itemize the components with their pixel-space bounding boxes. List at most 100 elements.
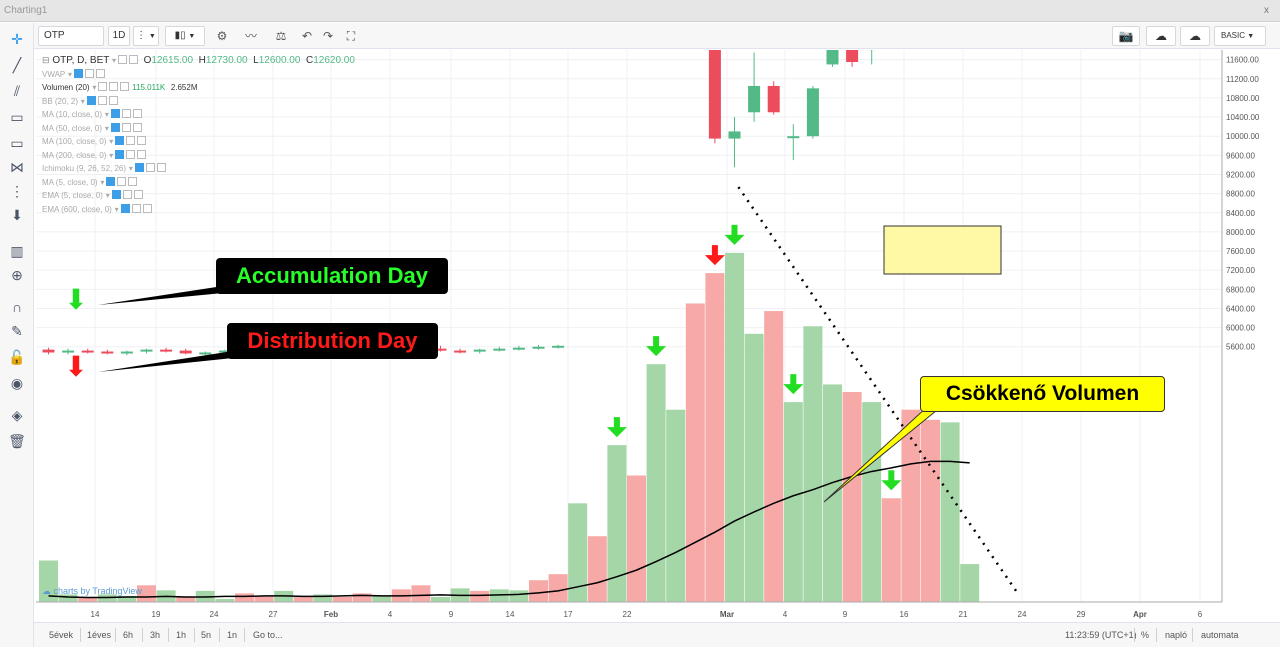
range-5y-button[interactable]: 5évek [49, 630, 74, 640]
distribution-pointer [98, 351, 233, 372]
volume-bar [901, 409, 921, 602]
cloud-upload-icon[interactable]: ☁ [1180, 26, 1210, 46]
indicators-icon[interactable]: 〰 [244, 29, 257, 43]
eye-icon[interactable]: ◉ [10, 375, 24, 391]
camera-icon[interactable]: 📷 [1112, 26, 1140, 46]
volume-bar [58, 594, 78, 602]
candle [81, 348, 94, 354]
time-tick-label: 24 [1018, 610, 1027, 619]
clock-text: 11:23:59 (UTC+1) [1065, 630, 1137, 640]
candle-body [199, 352, 212, 355]
undo-icon[interactable]: ↶ [301, 29, 313, 43]
fullscreen-icon[interactable]: ⛶ [346, 29, 356, 43]
goto-button[interactable]: Go to... [253, 630, 283, 640]
high-label: H [198, 55, 206, 66]
legend-title: OTP, D, BET [52, 55, 110, 66]
candle-body [846, 50, 859, 63]
symbol-search-input[interactable]: OTP [38, 26, 104, 46]
time-tick-label: 24 [210, 610, 219, 619]
range-6m-button[interactable]: 6h [123, 630, 134, 640]
trendline-icon[interactable]: ╱ [12, 57, 22, 73]
indicator-label: MA (100, close, 0) [42, 137, 107, 146]
legend-bb-row[interactable]: BB (20, 2) ▾ [42, 95, 355, 109]
percent-toggle[interactable]: % [1141, 630, 1150, 640]
candle [748, 52, 761, 122]
legend-ma100-row[interactable]: MA (100, close, 0) ▾ [42, 135, 355, 149]
distribution-arrow [704, 245, 725, 266]
volume-ma-line [48, 460, 970, 599]
candle [434, 345, 447, 352]
legend-ichimoku-row[interactable]: Ichimoku (9, 26, 52, 26) ▾ [42, 162, 355, 176]
volume-bar [803, 326, 823, 602]
lock-icon[interactable]: 🔓 [8, 349, 26, 365]
legend-ma5-row[interactable]: MA (5, close, 0) ▾ [42, 176, 355, 190]
pattern-icon[interactable]: ⋈ [10, 159, 24, 175]
indicator-label: Ichimoku (9, 26, 52, 26) [42, 164, 127, 173]
legend-vwap-row[interactable]: VWAP ▾ [42, 68, 355, 82]
interval-text: 1D [112, 30, 126, 41]
range-5d-button[interactable]: 5n [201, 630, 212, 640]
redo-icon[interactable]: ↷ [322, 29, 334, 43]
crosshair-icon[interactable]: ✛ [11, 31, 23, 47]
interval-button[interactable]: 1D [108, 26, 130, 46]
time-tick-label: 21 [959, 610, 968, 619]
arrow-down-icon[interactable]: ⬇ [11, 207, 23, 223]
pitchfork-icon[interactable]: ⫽ [13, 83, 21, 99]
volume-bar [372, 595, 392, 602]
magnet-icon[interactable]: ∩ [11, 299, 23, 315]
lock-drawings-icon[interactable]: ✎ [11, 323, 23, 339]
cloud-download-icon[interactable]: ☁ [1146, 26, 1176, 46]
legend-ema600-row[interactable]: EMA (600, close, 0) ▾ [42, 203, 355, 217]
chart-type-button[interactable]: ▮▯ ▼ [165, 26, 205, 46]
candle [728, 117, 741, 168]
volume-bar [725, 252, 744, 603]
legend-ma10-row[interactable]: MA (10, close, 0) ▾ [42, 108, 355, 122]
price-tick-label: 10000.00 [1226, 132, 1260, 141]
tradingview-watermark[interactable]: ☁ charts by TradingView [42, 586, 142, 597]
volume-bar [470, 590, 490, 602]
close-window-button[interactable]: x [1264, 5, 1269, 16]
price-tick-label: 11600.00 [1226, 56, 1259, 65]
log-toggle[interactable]: napló [1165, 630, 1188, 640]
indicator-label: EMA (600, close, 0) [42, 204, 112, 214]
legend-ma200-row[interactable]: MA (200, close, 0) ▾ [42, 149, 355, 163]
volume-bar [764, 311, 784, 602]
candle-body [826, 50, 839, 65]
volume-bar [411, 585, 431, 602]
time-tick-label: 22 [623, 610, 632, 619]
rectangle-icon[interactable]: ▭ [10, 109, 24, 125]
layout-basic-button[interactable]: BASIC ▼ [1214, 26, 1266, 46]
range-1d-button[interactable]: 1n [227, 630, 238, 640]
volume-bar [666, 409, 686, 602]
volume-bar [548, 574, 568, 602]
legend-ma50-row[interactable]: MA (50, close, 0) ▾ [42, 122, 355, 136]
volume-bar [881, 498, 901, 602]
measure-icon[interactable]: ▥ [10, 243, 24, 259]
gear-icon[interactable]: ⚙ [216, 29, 228, 43]
comment-icon[interactable]: ▭ [10, 135, 24, 151]
time-tick-label: 29 [1077, 610, 1086, 619]
close-label: C [305, 55, 314, 66]
accumulation-callout: Accumulation Day [216, 258, 448, 294]
prediction-icon[interactable]: ⋮ [10, 183, 24, 199]
zoom-icon[interactable]: ⊕ [11, 267, 23, 283]
time-tick-label: 4 [388, 610, 393, 619]
volume-label: Volumen (20) [42, 83, 90, 92]
trash-icon[interactable]: 🗑 [8, 433, 26, 449]
time-tick-label: 14 [506, 610, 515, 619]
range-1m-button[interactable]: 1h [176, 630, 187, 640]
legend-volume-row[interactable]: Volumen (20) ▾ 115.011K 2.652M [42, 82, 198, 92]
legend-ema5-row[interactable]: EMA (5, close, 0) ▾ [42, 189, 355, 203]
compare-icon[interactable]: ⚖ [275, 29, 287, 43]
range-1y-button[interactable]: 1éves [87, 630, 112, 640]
range-3m-button[interactable]: 3h [150, 630, 161, 640]
layers-icon[interactable]: ◈ [11, 407, 23, 423]
volume-bar [783, 402, 803, 602]
candle [140, 348, 153, 354]
candle [62, 348, 75, 355]
price-chart[interactable]: 14 19 24 27 Feb 4 9 14 17 22 Mar 4 9 16 21 24 29 Apr 6 168… [36, 50, 1280, 622]
more-menu-button[interactable]: ⋮ ▼ [133, 26, 159, 46]
candle [708, 50, 721, 144]
volume-bar [97, 594, 117, 602]
auto-toggle[interactable]: automata [1201, 630, 1239, 640]
